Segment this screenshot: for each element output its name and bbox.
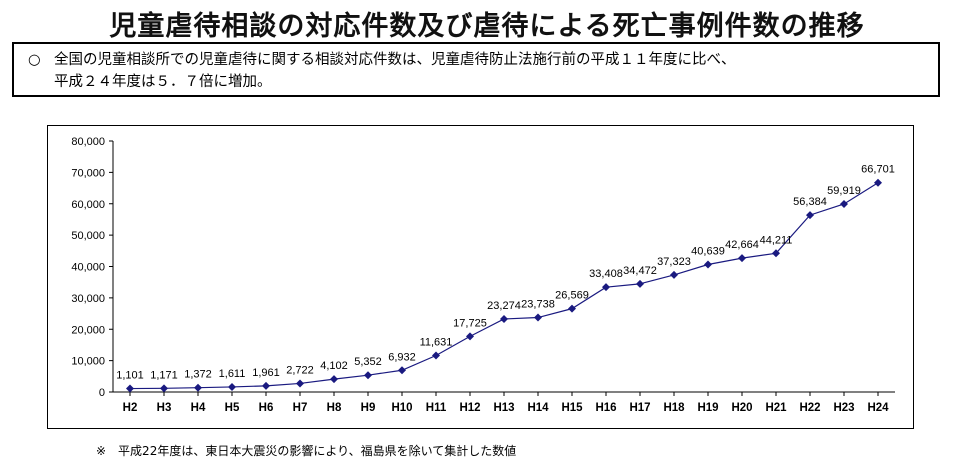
data-point bbox=[568, 304, 576, 313]
summary-bullet: ○ bbox=[28, 52, 41, 68]
y-tick-label: 60,000 bbox=[71, 199, 105, 211]
data-label: 34,472 bbox=[623, 265, 657, 277]
data-point bbox=[636, 279, 644, 288]
data-point bbox=[296, 379, 304, 388]
data-point bbox=[500, 314, 508, 323]
x-tick-label: H17 bbox=[629, 402, 650, 414]
chart-frame bbox=[47, 125, 914, 429]
x-tick-label: H18 bbox=[663, 402, 685, 414]
data-point bbox=[432, 351, 440, 360]
x-tick-label: H24 bbox=[867, 402, 889, 414]
data-label: 66,701 bbox=[861, 164, 895, 176]
data-label: 44,211 bbox=[760, 234, 793, 246]
data-label: 40,639 bbox=[691, 245, 725, 257]
data-label: 37,323 bbox=[657, 256, 691, 268]
x-tick-label: H9 bbox=[361, 402, 376, 414]
data-label: 59,919 bbox=[827, 185, 861, 197]
data-point bbox=[806, 211, 814, 220]
x-tick-label: H8 bbox=[327, 402, 342, 414]
x-tick-label: H13 bbox=[493, 402, 514, 414]
summary-text-1: 全国の児童相談所での児童虐待に関する相談対応件数は、児童虐待防止法施行前の平成１… bbox=[54, 52, 736, 68]
x-tick-label: H12 bbox=[459, 402, 480, 414]
data-point bbox=[738, 254, 746, 263]
data-label: 1,101 bbox=[116, 370, 144, 382]
data-label: 56,384 bbox=[793, 196, 827, 208]
x-tick-label: H20 bbox=[731, 402, 752, 414]
y-tick-label: 20,000 bbox=[71, 324, 105, 336]
y-tick-label: 50,000 bbox=[71, 230, 105, 242]
x-tick-label: H2 bbox=[123, 402, 138, 414]
x-tick-label: H3 bbox=[157, 402, 172, 414]
data-label: 6,932 bbox=[388, 351, 416, 363]
y-tick-label: 0 bbox=[99, 387, 105, 399]
data-label: 1,611 bbox=[219, 368, 246, 380]
data-point bbox=[840, 200, 848, 209]
x-tick-label: H15 bbox=[561, 402, 583, 414]
data-label: 4,102 bbox=[320, 360, 348, 372]
chart-title: 児童虐待相談の対応件数及び虐待による死亡事例件数の推移 bbox=[109, 11, 865, 42]
data-label: 1,372 bbox=[184, 369, 212, 381]
x-tick-label: H5 bbox=[225, 402, 240, 414]
footnote: ※ 平成22年度は、東日本大震災の影響により、福島県を除いて集計した数値 bbox=[96, 444, 517, 458]
data-point bbox=[364, 371, 372, 380]
data-label: 42,664 bbox=[725, 239, 759, 251]
x-tick-label: H6 bbox=[259, 402, 274, 414]
data-point bbox=[704, 260, 712, 269]
data-label: 5,352 bbox=[354, 356, 382, 368]
data-point bbox=[262, 381, 270, 390]
x-tick-label: H10 bbox=[391, 402, 412, 414]
data-label: 26,569 bbox=[555, 290, 589, 302]
y-tick-label: 80,000 bbox=[71, 136, 105, 148]
data-point bbox=[602, 283, 610, 292]
y-tick-label: 30,000 bbox=[71, 293, 105, 305]
summary-line-2: 平成２４年度は５．７倍に増加。 bbox=[54, 74, 272, 90]
x-tick-label: H21 bbox=[765, 402, 787, 414]
y-tick-label: 40,000 bbox=[71, 262, 105, 274]
data-label: 33,408 bbox=[589, 268, 623, 280]
data-point bbox=[194, 383, 202, 392]
x-tick-label: H4 bbox=[191, 402, 206, 414]
data-point bbox=[670, 270, 678, 279]
x-tick-label: H23 bbox=[833, 402, 854, 414]
data-label: 23,274 bbox=[487, 300, 521, 312]
data-point bbox=[466, 332, 474, 341]
x-tick-label: H16 bbox=[595, 402, 616, 414]
data-point bbox=[398, 366, 406, 375]
data-label: 1,961 bbox=[252, 367, 280, 379]
data-label: 2,722 bbox=[286, 364, 314, 376]
data-point bbox=[160, 384, 168, 393]
data-point bbox=[874, 178, 882, 187]
y-tick-label: 70,000 bbox=[71, 167, 105, 179]
x-tick-label: H19 bbox=[697, 402, 718, 414]
data-point bbox=[330, 375, 338, 384]
x-tick-label: H7 bbox=[293, 402, 308, 414]
x-tick-label: H11 bbox=[426, 402, 447, 414]
data-label: 23,738 bbox=[521, 299, 555, 311]
series-line bbox=[129, 182, 879, 390]
data-point bbox=[228, 382, 236, 391]
data-point bbox=[126, 384, 134, 393]
x-tick-label: H22 bbox=[799, 402, 820, 414]
summary-line-1: ○ 全国の児童相談所での児童虐待に関する相談対応件数は、児童虐待防止法施行前の平成… bbox=[28, 49, 930, 71]
data-label: 1,171 bbox=[150, 369, 178, 381]
data-point bbox=[772, 249, 780, 258]
summary-box: ○ 全国の児童相談所での児童虐待に関する相談対応件数は、児童虐待防止法施行前の平成… bbox=[12, 42, 940, 97]
data-label: 17,725 bbox=[453, 317, 487, 329]
data-label: 11,631 bbox=[420, 337, 453, 349]
data-point bbox=[534, 313, 542, 322]
x-tick-label: H14 bbox=[527, 402, 549, 414]
y-tick-label: 10,000 bbox=[71, 356, 105, 368]
